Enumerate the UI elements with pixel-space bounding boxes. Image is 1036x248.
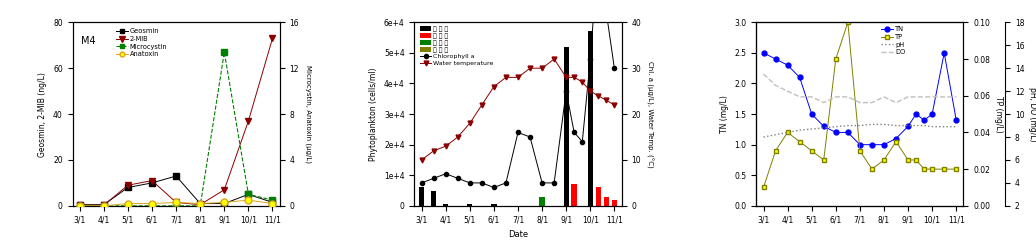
Legend: 남 조 류, 규 조 류, 녹 조 류, 황 조 류, Chlorophyll a, Water temperature: 남 조 류, 규 조 류, 녹 조 류, 황 조 류, Chlorophyll … [418, 24, 496, 69]
Bar [491, 204, 496, 206]
Bar [564, 47, 569, 206]
Y-axis label: TP (mg/L): TP (mg/L) [994, 96, 1003, 132]
Bar [604, 197, 609, 206]
Bar [467, 204, 472, 206]
Bar [540, 197, 545, 206]
Bar [611, 200, 617, 206]
Bar [572, 185, 577, 206]
Bar [596, 187, 601, 206]
Text: M4: M4 [81, 36, 95, 46]
Bar [419, 187, 425, 206]
Y-axis label: TN (mg/L): TN (mg/L) [720, 95, 729, 133]
Y-axis label: Microcystin, Anatoxin (μg/L): Microcystin, Anatoxin (μg/L) [305, 65, 312, 163]
Legend: Geosmin, 2-MIB, Microcystin, Anatoxin: Geosmin, 2-MIB, Microcystin, Anatoxin [113, 26, 170, 60]
Y-axis label: Phytoplankton (cells/ml): Phytoplankton (cells/ml) [370, 67, 378, 161]
Y-axis label: pH, DO (mg/L): pH, DO (mg/L) [1028, 87, 1036, 141]
X-axis label: Date: Date [508, 230, 528, 239]
Y-axis label: Geosmin, 2-MIB (ng/L): Geosmin, 2-MIB (ng/L) [38, 72, 48, 156]
Bar [587, 31, 593, 206]
Bar [443, 204, 449, 206]
Legend: TN, TP, pH, DO: TN, TP, pH, DO [879, 24, 909, 58]
Y-axis label: Chl. a (μg/L), Water Temp. (°C): Chl. a (μg/L), Water Temp. (°C) [646, 61, 654, 167]
Bar [431, 190, 436, 206]
